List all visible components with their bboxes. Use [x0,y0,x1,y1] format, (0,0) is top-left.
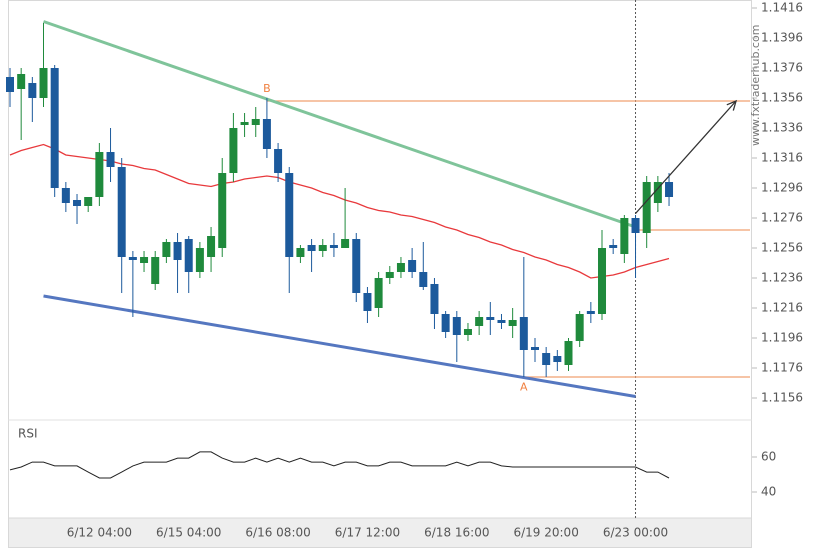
candle-body [106,152,115,167]
x-tick-label: 6/23 00:00 [603,526,668,540]
candle-body [665,182,674,197]
rsi-tick-label: 60 [761,450,776,464]
y-tick-label: 1.1216 [761,301,803,315]
y-tick-label: 1.1376 [761,61,803,75]
candle-body [374,278,383,308]
y-tick-label: 1.1236 [761,271,803,285]
candle-body [575,314,584,341]
candle-body [84,197,93,206]
candle-body [620,218,629,254]
candle-body [609,245,618,248]
candle-body [419,272,428,287]
candle-body [530,347,539,350]
rsi-label: RSI [18,427,38,441]
candle-body [463,329,472,335]
candle-body [408,260,417,272]
candle-body [452,317,461,335]
candle-body [229,128,238,173]
x-tick-label: 6/19 20:00 [513,526,578,540]
x-tick-label: 6/12 04:00 [67,526,132,540]
candle-body [6,77,14,92]
x-tick-label: 6/18 16:00 [424,526,489,540]
candle-body [240,122,249,125]
y-tick-label: 1.1256 [761,241,803,255]
candle-body [50,68,59,188]
candle-body [195,248,204,272]
y-tick-label: 1.1296 [761,181,803,195]
trendline [43,20,637,229]
candle-body [475,317,484,326]
candle-body [285,173,294,257]
candle-body [162,242,171,257]
x-tick-label: 6/17 12:00 [335,526,400,540]
y-tick-label: 1.1416 [761,1,803,15]
watermark: www.fxtraderhub.com [749,25,762,146]
candle-body [95,152,104,197]
y-tick-label: 1.1316 [761,151,803,165]
candle-body [642,182,651,233]
candle-body [128,257,137,260]
x-axis-band [8,518,752,548]
candle-body [352,239,361,293]
candle-body [653,182,662,203]
candle-body [542,353,551,365]
candle-body [385,272,394,278]
candle-body [441,314,450,332]
candle-body [28,83,37,98]
rsi-tick-label: 40 [761,485,776,499]
candle-body [61,188,70,203]
candle-body [73,200,82,206]
candle-body [140,257,149,263]
x-tick-label: 6/16 08:00 [245,526,310,540]
y-tick-label: 1.1176 [761,361,803,375]
candle-body [251,119,260,125]
point-label: B [263,82,271,95]
y-tick-label: 1.1396 [761,31,803,45]
candle-body [151,257,160,284]
candle-body [318,245,327,251]
candle-body [430,284,439,314]
candle-body [553,356,562,362]
candle-body [329,245,338,248]
candle-body [519,317,528,350]
candle-body [508,320,517,326]
y-tick-label: 1.1356 [761,91,803,105]
candle-body [173,242,182,260]
candle-body [564,341,573,365]
candle-body [207,236,216,257]
candle-body [497,320,506,323]
candle-body [341,239,350,248]
candle-body [262,119,271,149]
candle-body [296,248,305,257]
candle-body [396,263,405,272]
y-tick-label: 1.1276 [761,211,803,225]
rsi-line [9,451,670,479]
trendline [43,294,636,398]
candle-body [274,149,283,173]
arrow-head [726,99,738,111]
candle-body [184,239,193,272]
candle-body [363,293,372,311]
moving-average [9,143,670,279]
candle-body [586,311,595,314]
y-tick-label: 1.1156 [761,391,803,405]
y-tick-label: 1.1196 [761,331,803,345]
candle-body [17,74,26,89]
candle-body [307,245,316,251]
candle-body [631,218,640,233]
candle-body [486,317,495,320]
candle-body [218,173,227,248]
x-tick-label: 6/15 04:00 [156,526,221,540]
y-tick-label: 1.1336 [761,121,803,135]
candle-body [117,167,126,257]
candle-body [39,68,48,98]
candle-body [598,248,607,314]
arrow-line [635,100,737,214]
point-label: A [520,381,528,394]
